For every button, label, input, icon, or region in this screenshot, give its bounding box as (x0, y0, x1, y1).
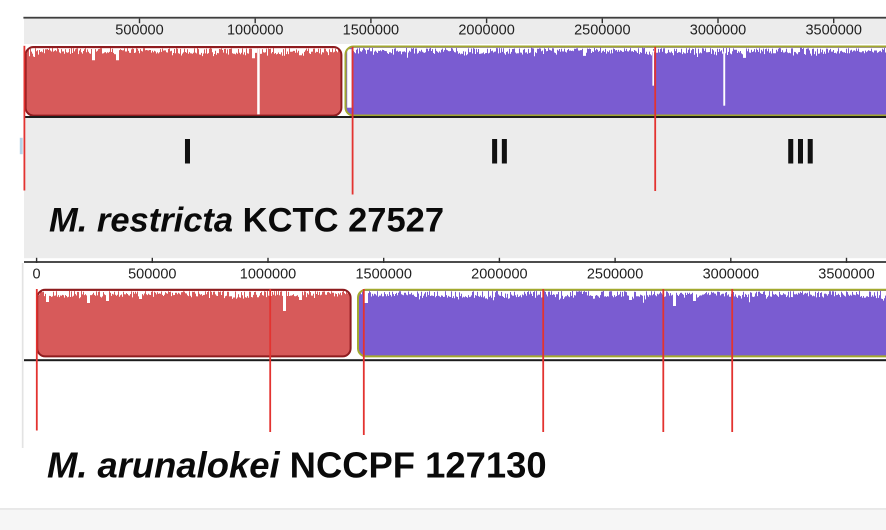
svg-text:1500000: 1500000 (343, 23, 399, 39)
svg-text:3000000: 3000000 (703, 266, 759, 282)
svg-text:M. restricta KCTC 27527: M. restricta KCTC 27527 (49, 202, 444, 240)
svg-text:II: II (490, 132, 509, 171)
svg-text:3500000: 3500000 (818, 266, 874, 282)
svg-text:2500000: 2500000 (574, 23, 630, 39)
svg-text:2000000: 2000000 (471, 266, 527, 282)
svg-text:500000: 500000 (128, 266, 176, 282)
svg-text:2500000: 2500000 (587, 266, 643, 282)
svg-text:III: III (786, 132, 815, 171)
svg-text:1000000: 1000000 (227, 23, 283, 39)
svg-text:1500000: 1500000 (355, 266, 411, 282)
svg-text:0: 0 (33, 266, 41, 282)
svg-text:500000: 500000 (115, 23, 163, 39)
svg-text:1000000: 1000000 (240, 266, 296, 282)
svg-text:3000000: 3000000 (690, 23, 746, 39)
svg-text:I: I (183, 132, 193, 171)
svg-text:M. arunalokei NCCPF 127130: M. arunalokei NCCPF 127130 (47, 445, 547, 486)
svg-text:3500000: 3500000 (805, 23, 861, 39)
svg-text:2000000: 2000000 (458, 23, 514, 39)
